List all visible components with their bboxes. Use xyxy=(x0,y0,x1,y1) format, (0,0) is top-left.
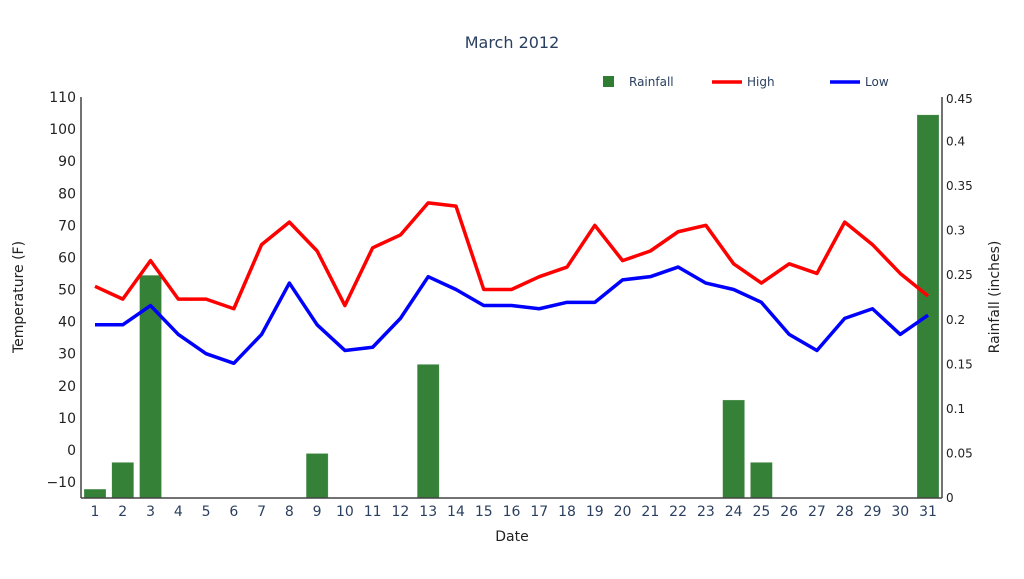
x-tick-label: 14 xyxy=(447,504,465,520)
x-tick-label: 18 xyxy=(558,504,576,520)
x-tick-label: 17 xyxy=(530,504,548,520)
x-tick-label: 27 xyxy=(808,504,826,520)
y-tick-label: 70 xyxy=(58,218,76,234)
y2-tick-label: 0.25 xyxy=(946,268,973,282)
rainfall-bar xyxy=(83,488,107,499)
x-tick-label: 31 xyxy=(919,504,937,520)
rainfall-bar xyxy=(722,399,745,499)
x-tick-label: 9 xyxy=(313,504,322,520)
rainfall-bar xyxy=(139,274,162,499)
y2-axis-label: Rainfall (inches) xyxy=(987,241,1003,354)
x-tick-label: 15 xyxy=(475,504,493,520)
y2-tick-label: 0.2 xyxy=(946,313,965,327)
y2-tick-label: 0 xyxy=(946,491,954,505)
x-tick-label: 24 xyxy=(725,504,743,520)
y-tick-label: 30 xyxy=(58,347,76,363)
high-temp-line xyxy=(94,201,930,311)
x-tick-label: 8 xyxy=(285,504,294,520)
x-tick-label: 23 xyxy=(697,504,715,520)
chart-title: March 2012 xyxy=(465,33,560,52)
legend-rainfall-label: Rainfall xyxy=(629,75,674,89)
x-tick-label: 29 xyxy=(864,504,882,520)
y-tick-label: 40 xyxy=(58,315,76,331)
y-tick-label: 50 xyxy=(58,283,76,299)
y-tick-label: 90 xyxy=(58,154,76,170)
x-tick-label: 12 xyxy=(392,504,410,520)
x-tick-label: 7 xyxy=(257,504,266,520)
y2-tick-label: 0.3 xyxy=(946,224,965,238)
x-tick-label: 19 xyxy=(586,504,604,520)
x-tick-label: 5 xyxy=(202,504,211,520)
y2-tick-label: 0.1 xyxy=(946,402,965,416)
x-tick-label: 10 xyxy=(336,504,354,520)
y2-tick-label: 0.05 xyxy=(946,446,973,460)
x-tick-label: 3 xyxy=(146,504,155,520)
y2-tick-label: 0.35 xyxy=(946,179,973,193)
x-tick-label: 25 xyxy=(752,504,770,520)
y-tick-label: 100 xyxy=(49,122,76,138)
rainfall-bar xyxy=(305,453,329,499)
x-tick-label: 13 xyxy=(419,504,437,520)
x-tick-label: 6 xyxy=(229,504,238,520)
x-tick-label: 4 xyxy=(174,504,183,520)
x-tick-label: 28 xyxy=(836,504,854,520)
rainfall-bar xyxy=(416,364,440,499)
y-tick-label: 60 xyxy=(58,250,76,266)
x-tick-label: 1 xyxy=(91,504,100,520)
y-tick-label: −10 xyxy=(46,475,76,491)
y-tick-label: 110 xyxy=(49,90,76,106)
x-tick-label: 30 xyxy=(891,504,909,520)
legend-rainfall-swatch xyxy=(603,76,614,87)
x-tick-label: 20 xyxy=(614,504,632,520)
y2-tick-label: 0.45 xyxy=(946,92,973,106)
rainfall-bar xyxy=(111,462,135,499)
y-axis-label: Temperature (F) xyxy=(11,241,27,354)
low-temp-line xyxy=(95,265,929,366)
x-tick-label: 26 xyxy=(780,504,798,520)
x-tick-label: 16 xyxy=(503,504,521,520)
x-tick-label: 11 xyxy=(364,504,382,520)
y-tick-label: 80 xyxy=(58,186,76,202)
rainfall-bar xyxy=(750,462,773,499)
x-tick-label: 21 xyxy=(641,504,659,520)
y-tick-label: 20 xyxy=(58,379,76,395)
x-tick-label: 2 xyxy=(118,504,127,520)
y2-tick-label: 0.4 xyxy=(946,135,965,149)
rainfall-bar xyxy=(916,114,940,499)
y2-tick-label: 0.15 xyxy=(946,357,973,371)
legend-high-label: High xyxy=(747,75,775,89)
x-axis-label: Date xyxy=(495,529,528,545)
y-tick-label: 0 xyxy=(67,443,76,459)
legend-low-label: Low xyxy=(865,75,889,89)
y-tick-label: 10 xyxy=(58,411,76,427)
x-tick-label: 22 xyxy=(669,504,687,520)
